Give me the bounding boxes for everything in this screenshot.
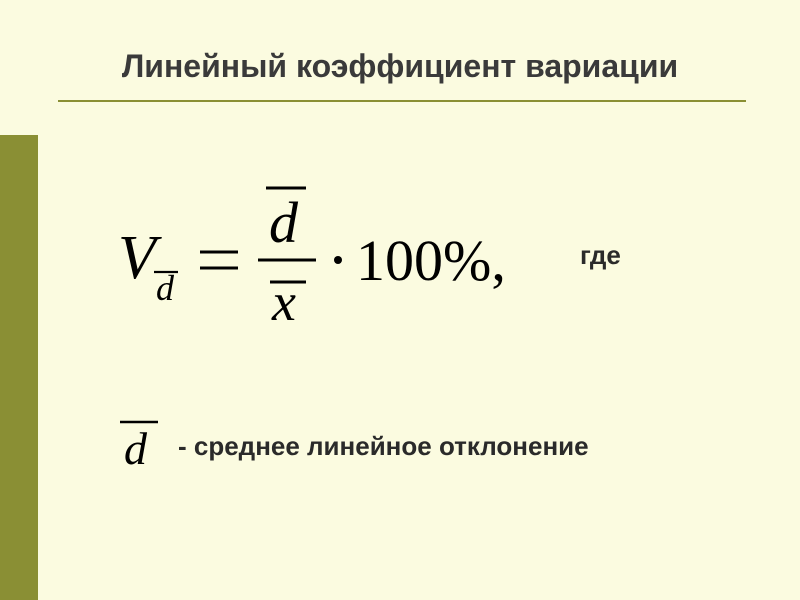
- formula-sub-d: d: [156, 268, 175, 308]
- formula-100pct: 100%,: [356, 228, 506, 293]
- formula-row: V d d x 100%, где: [110, 180, 690, 330]
- den-x: x: [271, 272, 296, 330]
- formula-svg: V d d x 100%,: [110, 180, 540, 330]
- where-label: где: [580, 240, 621, 271]
- title-rule: [58, 100, 746, 102]
- accent-bar: [0, 135, 38, 600]
- num-d: d: [269, 190, 299, 255]
- cdot: [334, 256, 342, 264]
- caption-text: - среднее линейное отклонение: [178, 431, 589, 462]
- caption-symbol: d: [110, 418, 170, 474]
- caption-d: d: [124, 423, 148, 474]
- page-title: Линейный коэффициент вариации: [0, 48, 800, 85]
- caption-row: d - среднее линейное отклонение: [110, 418, 589, 474]
